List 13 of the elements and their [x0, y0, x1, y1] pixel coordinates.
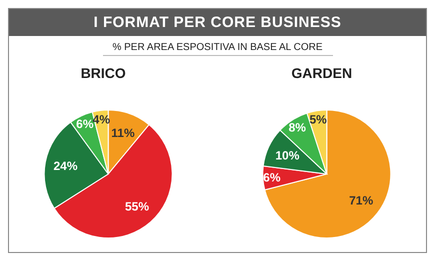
chart-subtitle: % PER AREA ESPOSITIVA IN BASE AL CORE: [102, 42, 332, 56]
data-label: 6%: [76, 117, 94, 132]
data-label: 5%: [309, 112, 328, 127]
data-label: 71%: [349, 194, 374, 208]
chart-title: I FORMAT PER CORE BUSINESS: [9, 9, 426, 36]
data-label: 11%: [111, 126, 135, 140]
data-label: 55%: [125, 200, 150, 214]
slice-label: GARDEN: [291, 65, 352, 81]
data-label: 8%: [288, 120, 306, 135]
slice-label: BRICO: [80, 65, 126, 81]
data-label: 6%: [263, 170, 281, 184]
data-label: 10%: [275, 148, 300, 162]
data-label: 24%: [53, 158, 78, 173]
